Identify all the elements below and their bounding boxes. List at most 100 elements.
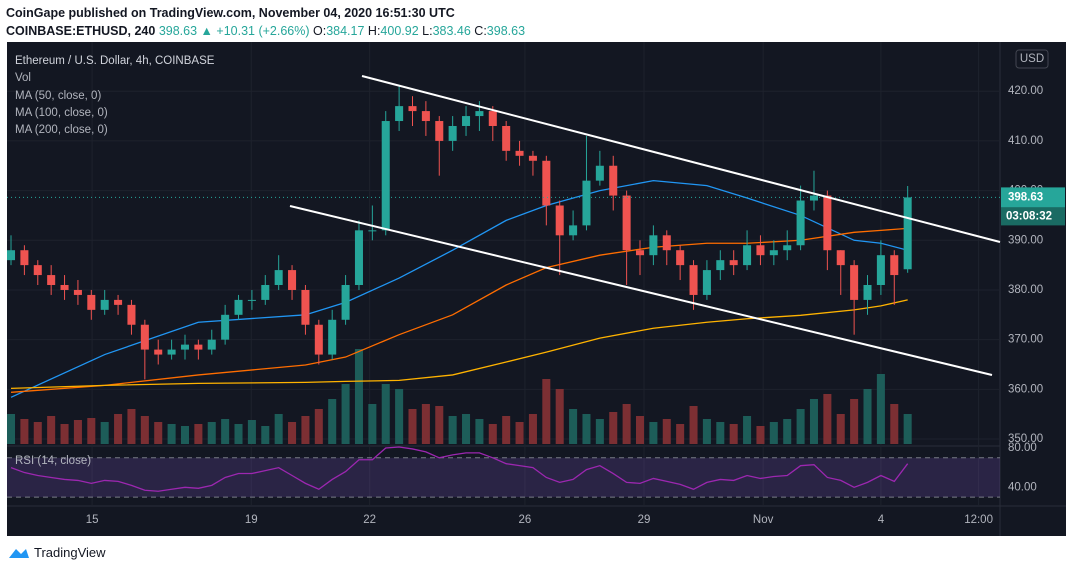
ohlc-label: L: — [422, 24, 433, 38]
volume-bar — [73, 420, 82, 444]
legend-entry: MA (200, close, 0) — [15, 124, 108, 136]
volume-bar — [702, 419, 711, 444]
y-tick-label: 420.00 — [1008, 85, 1043, 97]
volume-bar — [462, 414, 471, 444]
ohlc-value: 383.46 — [432, 24, 471, 38]
y-tick-label: 410.00 — [1008, 135, 1043, 147]
candle-body — [689, 265, 698, 295]
x-tick-label: 15 — [86, 514, 99, 526]
volume-bar — [435, 406, 444, 444]
rsi-band — [7, 457, 1000, 498]
volume-bar — [555, 389, 564, 444]
candle-body — [100, 299, 109, 310]
last-price-box — [1001, 187, 1065, 208]
candle-body — [368, 230, 377, 232]
candle-body — [448, 125, 457, 141]
x-tick-label: 4 — [878, 514, 885, 526]
ohlc-value: 400.92 — [380, 24, 419, 38]
candle-body — [421, 111, 430, 122]
y-tick-label: 390.00 — [1008, 234, 1043, 246]
volume-bar — [301, 416, 310, 444]
volume-bar — [421, 404, 430, 444]
volume-bar — [823, 394, 832, 444]
volume-bar — [528, 414, 537, 444]
candle-body — [47, 275, 56, 285]
volume-bar — [207, 422, 216, 444]
volume-bar — [87, 418, 96, 444]
candle-body — [247, 299, 256, 301]
volume-bar — [288, 422, 297, 444]
volume-bar — [582, 414, 591, 444]
volume-bar — [395, 389, 404, 444]
volume-bar — [354, 349, 363, 444]
candle-body — [314, 324, 323, 355]
candle-body — [528, 155, 537, 161]
countdown-box — [1001, 207, 1065, 226]
rsi-line — [10, 446, 909, 492]
volume-bar — [475, 419, 484, 444]
candle-body — [114, 299, 123, 305]
volume-bar — [743, 416, 752, 444]
volume-bar — [114, 414, 123, 444]
volume-bar — [234, 424, 243, 444]
candle-body — [127, 304, 136, 325]
volume-bar — [676, 424, 685, 444]
chart-background — [7, 42, 1066, 536]
candle-body — [502, 125, 511, 151]
volume-bar — [274, 414, 283, 444]
brand-logo — [9, 548, 29, 558]
candle-body — [716, 260, 725, 271]
countdown: 03:08:32 — [1006, 210, 1052, 222]
candle-body — [622, 195, 631, 251]
volume-bar — [809, 399, 818, 444]
volume-bar — [635, 416, 645, 444]
candle-body — [140, 324, 149, 350]
change: ▲ +10.31 (+2.66%) — [200, 24, 310, 38]
candle-body — [542, 160, 551, 206]
volume-bar — [850, 399, 859, 444]
volume-bar — [261, 426, 270, 444]
volume-bar — [488, 424, 497, 444]
volume-bar — [903, 414, 912, 444]
volume-bar — [341, 384, 350, 444]
ohlc-label: H: — [367, 24, 381, 38]
candle-body — [488, 111, 497, 126]
rsi-tick-label: 80.00 — [1008, 442, 1037, 454]
currency-button[interactable] — [1015, 49, 1049, 69]
x-tick-label: 26 — [519, 514, 532, 526]
x-tick-label: 22 — [363, 514, 376, 526]
candle-body — [743, 245, 752, 266]
volume-bar — [140, 416, 149, 444]
candle-body — [823, 195, 832, 251]
candle-body — [207, 339, 216, 350]
volume-bar — [542, 379, 551, 444]
volume-bar — [381, 384, 390, 444]
volume-bar — [47, 416, 56, 444]
candle-body — [73, 289, 82, 295]
candle-body — [850, 265, 859, 300]
candle-body — [328, 319, 337, 355]
volume-bar — [569, 409, 578, 444]
candle-body — [676, 250, 685, 266]
volume-bar — [167, 424, 176, 444]
volume-bar — [180, 426, 190, 444]
volume-bar — [595, 419, 604, 444]
y-tick-label: 370.00 — [1008, 334, 1043, 346]
volume-bar — [662, 419, 671, 444]
ohlc-label: O: — [313, 24, 327, 38]
candle-body — [635, 250, 645, 256]
candle-body — [381, 121, 390, 231]
volume-bar — [448, 416, 457, 444]
chart-title: Ethereum / U.S. Dollar, 4h, COINBASE — [15, 55, 215, 67]
volume-bar — [314, 409, 323, 444]
volume-bar — [328, 399, 337, 444]
candle-body — [234, 299, 243, 315]
candle-body — [60, 285, 69, 290]
ohlc-value: 398.63 — [486, 24, 526, 38]
volume-bar — [756, 426, 765, 444]
volume-bar — [863, 389, 872, 444]
candle-body — [595, 165, 604, 181]
candle-body — [462, 116, 471, 126]
